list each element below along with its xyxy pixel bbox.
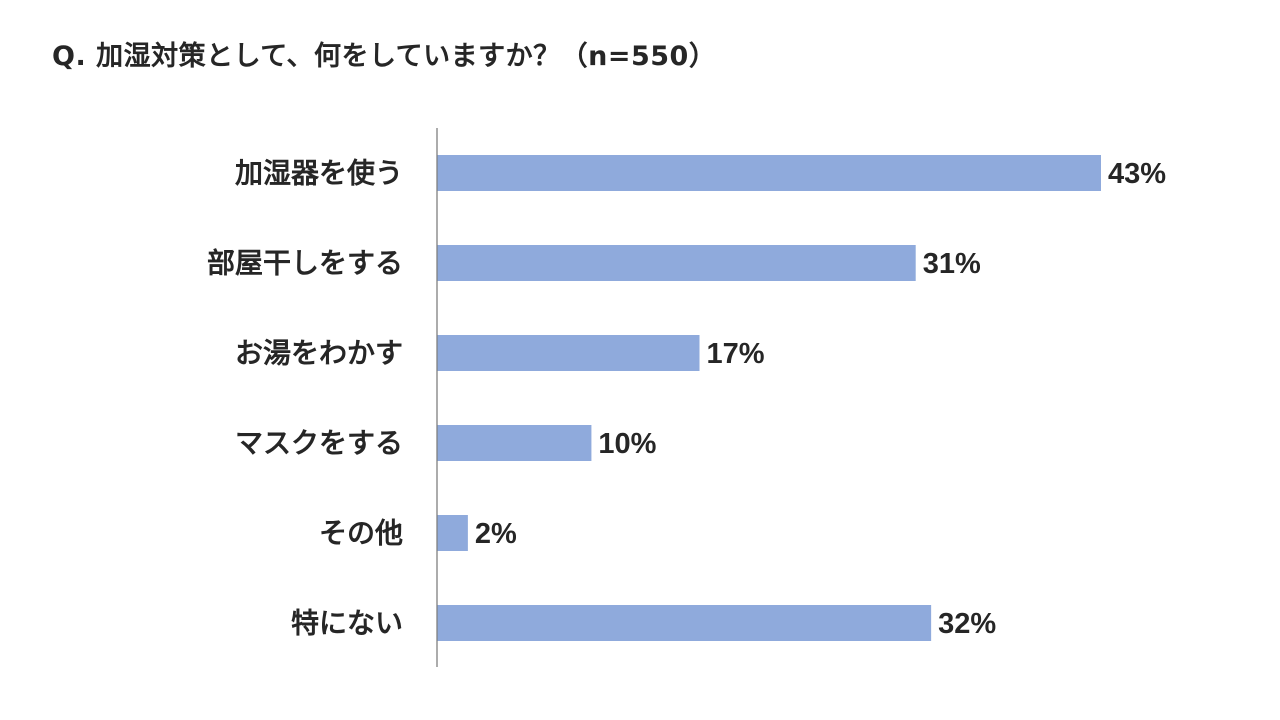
value-label-2: 31% — [923, 248, 981, 280]
value-label-5: 2% — [475, 518, 517, 550]
bar-4 — [437, 425, 592, 461]
bar-3 — [437, 335, 700, 371]
value-label-1: 43% — [1108, 158, 1166, 190]
value-label-4: 10% — [598, 428, 656, 460]
category-label-1: 加湿器を使う — [235, 157, 403, 190]
chart-title: Q. 加湿対策として、何をしていますか？（n=550） — [52, 41, 717, 72]
bar-2 — [437, 245, 916, 281]
category-label-4: マスクをする — [235, 427, 403, 460]
bar-5 — [437, 515, 468, 551]
bars-layer: 加湿器を使う 43% 部屋干しをする 31% お湯をわかす 17% マスクをする 10% その他… — [207, 155, 1166, 641]
category-label-2: 部屋干しをする — [207, 247, 403, 280]
category-label-3: お湯をわかす — [235, 337, 403, 370]
value-label-3: 17% — [707, 338, 765, 370]
category-label-6: 特にない — [291, 607, 403, 640]
bar-6 — [437, 605, 932, 641]
bar-1 — [437, 155, 1101, 191]
category-label-5: その他 — [319, 517, 403, 550]
value-label-6: 32% — [938, 608, 996, 640]
